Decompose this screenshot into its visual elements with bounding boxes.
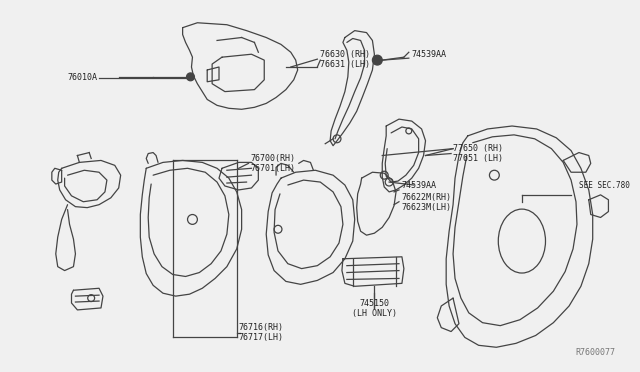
Text: R7600077: R7600077: [575, 348, 615, 357]
Text: 74539AA: 74539AA: [412, 50, 447, 59]
Text: 76700(RH): 76700(RH): [250, 154, 296, 163]
Text: 76622M(RH): 76622M(RH): [402, 193, 452, 202]
Text: 76717(LH): 76717(LH): [239, 333, 284, 342]
Text: 74539AA: 74539AA: [402, 180, 437, 189]
Circle shape: [375, 58, 380, 62]
Text: 76716(RH): 76716(RH): [239, 323, 284, 332]
Text: 76701(LH): 76701(LH): [250, 164, 296, 173]
Text: 76631 (LH): 76631 (LH): [320, 60, 371, 68]
Circle shape: [189, 75, 192, 78]
Circle shape: [186, 73, 195, 81]
Text: 77651 (LH): 77651 (LH): [453, 154, 503, 163]
Text: 77650 (RH): 77650 (RH): [453, 144, 503, 153]
Text: 76630 (RH): 76630 (RH): [320, 50, 371, 59]
Text: SEE SEC.780: SEE SEC.780: [579, 180, 630, 189]
Text: 76623M(LH): 76623M(LH): [402, 203, 452, 212]
Circle shape: [372, 55, 382, 65]
Text: (LH ONLY): (LH ONLY): [352, 310, 397, 318]
Text: 745150: 745150: [360, 298, 389, 308]
Text: 76010A: 76010A: [67, 73, 97, 82]
